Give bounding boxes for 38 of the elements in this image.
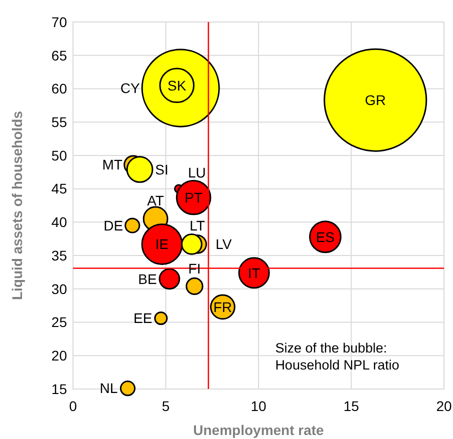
y-axis-title: Liquid assets of households [9,110,25,300]
annotation: IT [248,264,261,281]
annotation: DE [104,217,124,234]
annotation: LV [216,236,232,252]
y-tick-label: 60 [51,80,68,97]
annotation: AT [147,192,164,209]
annotation: LU [188,164,206,180]
x-tick-label: 20 [436,398,452,414]
y-tick-label: 30 [51,280,68,297]
y-tick-label: 35 [51,247,68,264]
annotation: EE [134,310,152,326]
annotation: SI [155,161,168,178]
annotation: NL [100,380,118,396]
y-tick-label: 65 [51,47,68,64]
y-tick-label: 50 [51,147,68,164]
y-tick-label: 25 [51,314,68,330]
y-tick-label: 40 [51,214,68,230]
x-tick-label: 10 [250,398,266,414]
annotation: ES [316,228,335,245]
annotation: FR [213,298,232,315]
x-axis-title: Unemployment rate [193,422,324,438]
x-tick-label: 15 [343,398,360,414]
annotation: BE [138,270,157,287]
annotation: CY [120,80,140,96]
annotation: SK [168,77,187,94]
y-tick-label: 15 [51,380,68,397]
annotation: MT [102,156,123,173]
y-tick-label: 20 [51,348,68,364]
x-tick-label: 0 [69,398,78,414]
annotation: GR [364,92,386,108]
y-tick-label: 45 [51,180,68,197]
x-tick-label: 5 [162,398,170,414]
annotation: LT [190,218,206,234]
y-tick-label: 70 [51,14,68,30]
y-tick-label: 55 [51,114,68,130]
annotation: PT [184,189,203,206]
annotation: Size of the bubble: Household NPL ratio [275,340,400,372]
annotation: IE [155,236,169,252]
